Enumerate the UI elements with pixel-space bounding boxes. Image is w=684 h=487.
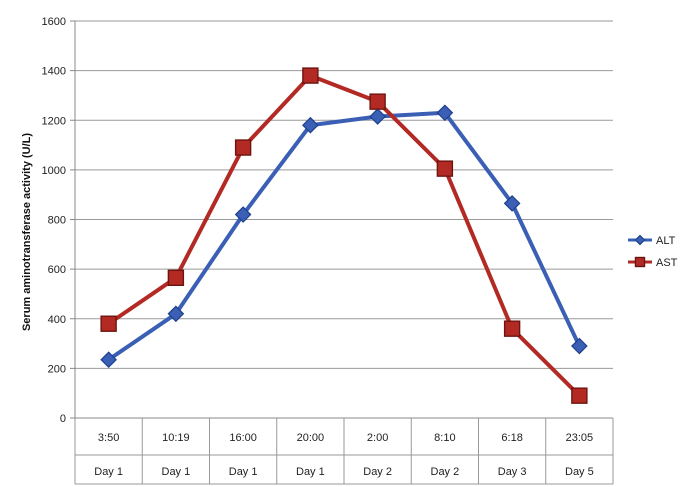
x-category-day-label: Day 3 <box>498 466 527 478</box>
legend-item-ast: AST <box>628 256 678 269</box>
x-category-time-label: 6:18 <box>501 432 522 444</box>
legend-item-alt: ALT <box>628 234 676 247</box>
data-point-alt <box>100 351 117 369</box>
legend-label-alt: ALT <box>656 235 676 247</box>
data-point-ast <box>571 387 588 404</box>
x-category-day-label: Day 5 <box>565 466 594 478</box>
data-point-alt <box>503 195 521 212</box>
x-category-time-label: 2:00 <box>367 432 388 444</box>
legend-marker-alt <box>634 234 646 246</box>
data-point-alt <box>369 108 386 125</box>
series-ast <box>100 67 588 404</box>
series-group <box>100 67 588 404</box>
y-tick-label: 400 <box>48 314 66 326</box>
y-tick-label: 0 <box>60 413 66 425</box>
data-point-ast <box>436 160 454 177</box>
data-point-alt <box>167 305 185 323</box>
data-point-alt <box>436 104 454 122</box>
series-line-alt <box>107 110 582 362</box>
x-axis-table: 3:50 Day 1 10:19 Day 1 16:00 Day 1 20:00 Day 1 2… <box>74 418 614 485</box>
y-tick-label: 200 <box>48 363 66 375</box>
y-axis: 0 200 400 600 800 1000 1200 1400 1600 <box>42 16 76 425</box>
data-point-ast <box>167 269 185 287</box>
y-axis-title: Serum aminotransferase activity (U/L) <box>21 133 33 331</box>
legend-label-ast: AST <box>656 257 678 269</box>
data-point-alt <box>571 337 588 355</box>
x-category-time-label: 3:50 <box>98 432 119 444</box>
x-category-time-label: 10:19 <box>162 432 190 444</box>
data-point-ast <box>234 139 252 156</box>
y-tick-label: 1000 <box>42 165 66 177</box>
y-tick-label: 800 <box>48 215 66 227</box>
y-tick-label: 1200 <box>42 115 66 127</box>
x-category-time-label: 20:00 <box>297 432 325 444</box>
x-category-time-label: 8:10 <box>434 432 455 444</box>
x-category-day-label: Day 1 <box>94 466 123 478</box>
y-tick-label: 600 <box>48 264 66 276</box>
data-point-ast <box>302 67 319 84</box>
legend: ALT AST <box>628 234 678 269</box>
data-point-alt <box>302 116 319 134</box>
data-point-ast <box>369 93 386 110</box>
x-category-day-label: Day 2 <box>363 466 392 478</box>
series-line-ast <box>107 73 581 398</box>
legend-marker-ast <box>634 256 646 268</box>
series-alt <box>100 104 588 369</box>
x-category-time-label: 16:00 <box>229 432 257 444</box>
y-tick-label: 1600 <box>42 16 66 28</box>
gridlines <box>75 20 613 419</box>
x-category-day-label: Day 1 <box>296 466 325 478</box>
data-point-alt <box>234 206 252 223</box>
y-tick-label: 1400 <box>42 66 66 78</box>
x-category-day-label: Day 2 <box>431 466 460 478</box>
x-category-day-label: Day 1 <box>162 466 191 478</box>
data-point-ast <box>100 315 117 332</box>
x-category-day-label: Day 1 <box>229 466 258 478</box>
data-point-ast <box>503 320 521 337</box>
x-category-time-label: 23:05 <box>566 432 594 444</box>
